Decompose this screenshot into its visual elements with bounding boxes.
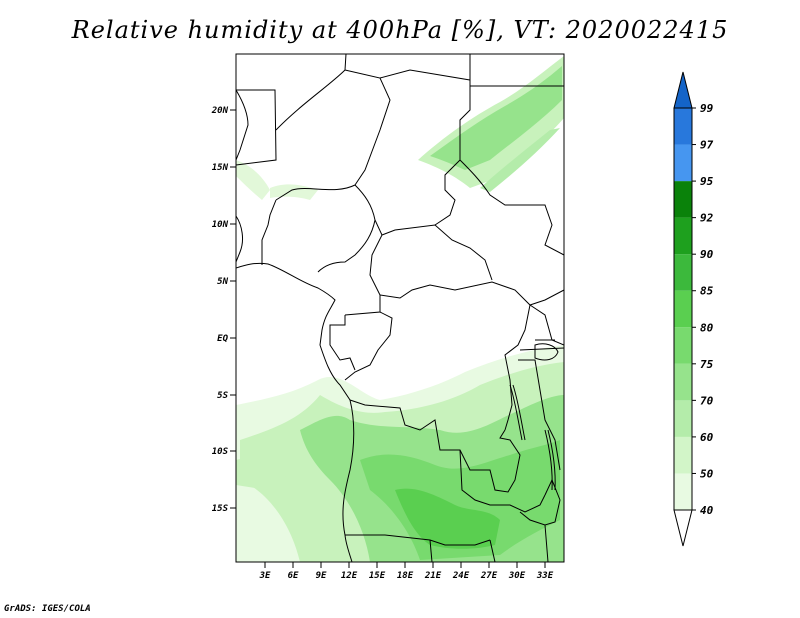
coastline-west xyxy=(236,90,248,160)
colorbar-label: 80 xyxy=(700,321,714,334)
lat-label: 15N xyxy=(212,163,229,173)
colorbar-segment xyxy=(674,364,692,401)
map-figure: 20N 15N 10N 5N EQ 5S 10S 15S 3E 6E 9E 12… xyxy=(0,0,800,618)
humidity-field xyxy=(236,56,564,562)
colorbar-label: 90 xyxy=(700,248,714,261)
colorbar-label: 99 xyxy=(700,102,714,115)
border-nigeria-cameroon xyxy=(345,220,382,315)
lon-label: 18E xyxy=(397,571,414,581)
border-congo-drc xyxy=(345,312,392,380)
lon-ticks xyxy=(265,562,545,568)
colorbar-label: 40 xyxy=(700,504,714,517)
colorbar-label: 75 xyxy=(700,358,714,371)
border-uganda-kenya xyxy=(530,305,564,345)
border-algeria-niger xyxy=(276,70,390,200)
lon-label: 12E xyxy=(341,571,358,581)
lat-label: 10S xyxy=(212,447,229,457)
border-libya xyxy=(380,54,470,80)
colorbar-under-arrow xyxy=(674,510,692,546)
humidity-patch-niger xyxy=(270,184,318,200)
colorbar: 40 50 60 70 75 80 85 90 92 95 97 99 xyxy=(674,72,714,546)
lon-label: 27E xyxy=(480,571,498,581)
colorbar-label: 70 xyxy=(700,394,714,407)
colorbar-label: 92 xyxy=(700,212,714,225)
lat-label: 10N xyxy=(212,220,229,230)
colorbar-segment xyxy=(674,400,692,437)
colorbar-segment xyxy=(674,473,692,510)
lon-label: 21E xyxy=(424,571,442,581)
lon-label: 3E xyxy=(259,571,271,581)
colorbar-segment xyxy=(674,218,692,255)
colorbar-label: 60 xyxy=(700,431,714,444)
colorbar-segment xyxy=(674,291,692,328)
border-cameroon-car xyxy=(382,225,492,280)
colorbar-segment xyxy=(674,181,692,218)
lat-label: 20N xyxy=(211,106,229,116)
colorbar-label: 85 xyxy=(700,285,714,298)
lat-label: 5N xyxy=(217,277,228,287)
border-mali-niger xyxy=(276,54,346,130)
lon-labels: 3E 6E 9E 12E 15E 18E 21E 24E 27E 30E 33E xyxy=(259,571,554,581)
colorbar-over-arrow xyxy=(674,72,692,108)
coastline-northwest xyxy=(236,216,243,262)
lon-label: 33E xyxy=(536,571,554,581)
border-gabon-congo xyxy=(330,315,355,370)
colorbar-label: 50 xyxy=(700,467,714,480)
lon-label: 15E xyxy=(369,571,386,581)
grads-credit: GrADS: IGES/COLA xyxy=(4,604,91,614)
colorbar-label: 95 xyxy=(700,175,714,188)
border-car-congo xyxy=(380,282,564,305)
lon-label: 9E xyxy=(316,571,327,581)
lon-label: 30E xyxy=(508,571,526,581)
lon-label: 24E xyxy=(452,571,470,581)
lat-labels: 20N 15N 10N 5N EQ 5S 10S 15S xyxy=(211,106,229,514)
lat-label: EQ xyxy=(217,334,228,344)
lat-label: 15S xyxy=(212,504,229,514)
humidity-patch-west xyxy=(236,160,270,200)
colorbar-segment xyxy=(674,437,692,474)
lat-ticks xyxy=(230,110,236,508)
colorbar-segment xyxy=(674,254,692,291)
colorbar-segment xyxy=(674,327,692,364)
lat-label: 5S xyxy=(217,391,228,401)
colorbar-segment xyxy=(674,145,692,182)
colorbar-label: 97 xyxy=(700,139,714,152)
lon-label: 6E xyxy=(288,571,299,581)
colorbar-segment xyxy=(674,108,692,145)
